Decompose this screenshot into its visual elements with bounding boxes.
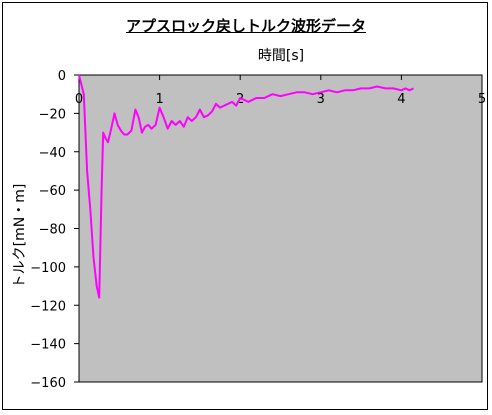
y-tick-label: −40 xyxy=(39,146,66,161)
x-tick-label: 5 xyxy=(478,92,486,107)
y-tick-label: −140 xyxy=(30,338,66,353)
y-tick-label: −60 xyxy=(39,184,66,199)
y-tick-label: −120 xyxy=(30,299,66,314)
series-line xyxy=(78,74,414,299)
y-tick-label: −80 xyxy=(39,223,66,238)
x-tick-label: 4 xyxy=(397,92,405,107)
x-tick-label: 0 xyxy=(75,92,83,107)
y-tick-label: −100 xyxy=(30,261,66,276)
x-axis-label: 時間[s] xyxy=(257,48,305,64)
y-axis-ticks: 0 −20 −40 −60 −80 −100 −120 −140 −160 xyxy=(30,69,79,391)
series-group xyxy=(78,74,414,299)
chart-title: アプスロック戻しトルク波形データ xyxy=(125,17,366,35)
y-tick-label: −20 xyxy=(39,107,66,122)
x-tick-label: 1 xyxy=(155,92,163,107)
y-tick-label: −160 xyxy=(30,376,66,391)
x-tick-label: 3 xyxy=(317,92,325,107)
y-tick-label: 0 xyxy=(58,69,66,84)
